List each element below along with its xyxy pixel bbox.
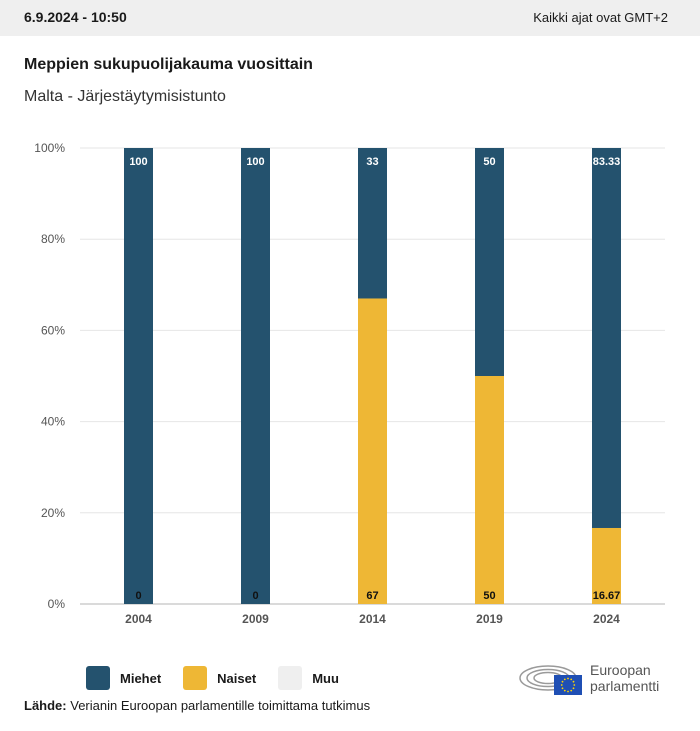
data-label: 67 [366,590,378,602]
legend-label: Muu [312,670,339,686]
y-tick-label: 80% [41,232,65,246]
x-tick-label: 2019 [476,612,503,626]
data-label: 16.67 [593,590,621,602]
european-parliament-logo: Euroopan parlamentti [518,658,659,698]
stacked-bar-chart: 0% 20% 40% 60% 80% 100% 0 100 2004 0 100 2009 67 33 20… [34,141,665,626]
y-tick-label: 60% [41,323,65,337]
chart-subtitle: Malta - Järjestäytymisistunto [24,88,226,105]
legend-swatch-miehet [86,666,110,690]
parliament-emblem-icon [519,665,582,695]
data-label: 50 [483,156,495,168]
y-tick-label: 40% [41,415,65,429]
bar-segment [592,527,621,604]
x-tick-label: 2014 [359,612,386,626]
logo-line-1: Euroopan [590,662,651,678]
y-tick-label: 100% [34,141,65,155]
data-label: 33 [366,156,378,168]
chart-title: Meppien sukupuolijakauma vuosittain [24,56,313,73]
timezone-note: Kaikki ajat ovat GMT+2 [533,10,668,25]
data-label: 50 [483,590,495,602]
logo-line-2: parlamentti [590,678,660,694]
y-tick-label: 0% [48,597,66,611]
data-label: 0 [135,590,141,602]
bar-segment [592,148,621,528]
bar-segment [241,148,270,604]
legend-swatch-naiset [183,666,208,690]
legend-item-miehet[interactable]: Miehet [86,666,161,690]
legend-item-naiset[interactable]: Naiset [183,666,256,690]
data-label: 83.33 [593,156,621,168]
y-tick-label: 20% [41,506,65,520]
data-label: 100 [246,156,264,168]
legend-label: Naiset [217,670,257,686]
x-tick-label: 2009 [242,612,269,626]
legend: Miehet Naiset Muu [86,666,361,690]
source-label: Lähde: [24,698,67,713]
timestamp: 6.9.2024 - 10:50 [24,9,127,25]
x-tick-label: 2024 [593,612,620,626]
bar-segment [475,148,504,376]
top-bar: 6.9.2024 - 10:50 Kaikki ajat ovat GMT+2 [0,0,700,36]
source-text: Verianin Euroopan parlamentille toimitta… [66,698,371,713]
legend-item-muu[interactable]: Muu [278,666,339,690]
source-note: Lähde: Verianin Euroopan parlamentille t… [24,698,370,713]
legend-label: Miehet [120,670,162,686]
bar-segment [358,298,387,604]
bar-segment [124,148,153,604]
legend-swatch-muu [278,666,303,690]
bar-segment [475,376,504,604]
bar-segment [358,148,387,299]
data-label: 0 [252,590,258,602]
data-label: 100 [129,156,147,168]
x-tick-label: 2004 [125,612,152,626]
